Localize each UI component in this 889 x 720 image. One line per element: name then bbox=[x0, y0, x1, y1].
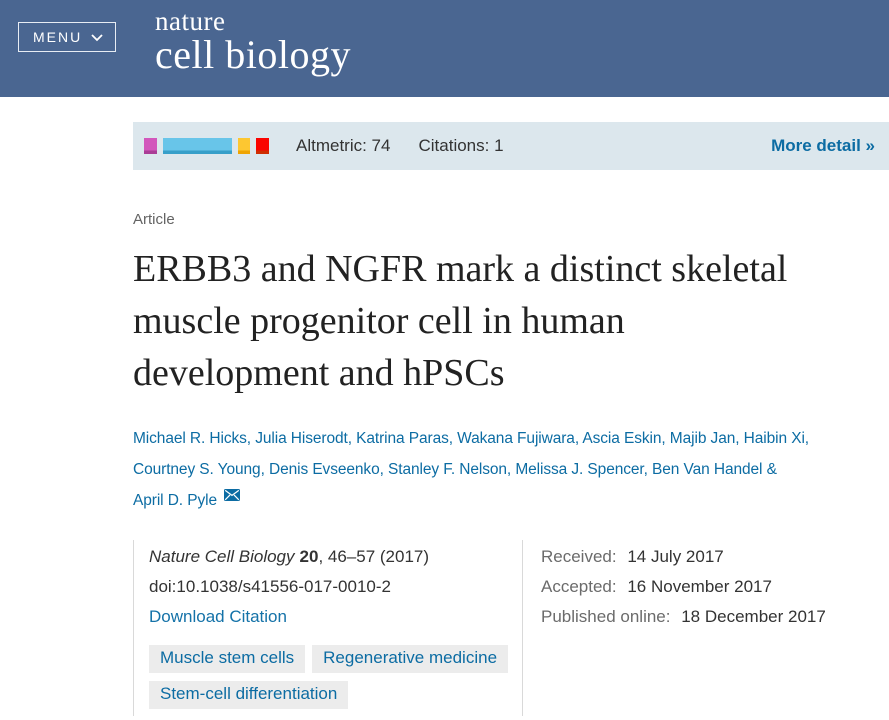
accepted-value: 16 November 2017 bbox=[627, 577, 772, 596]
subject-tag-muscle-stem-cells[interactable]: Muscle stem cells bbox=[149, 645, 306, 673]
corresponding-author[interactable]: April D. Pyle bbox=[133, 492, 217, 509]
article-meta: Nature Cell Biology 20, 46–57 (2017) doi:… bbox=[133, 540, 889, 716]
menu-button-label: MENU bbox=[33, 29, 83, 45]
citations-count: Citations: 1 bbox=[418, 136, 504, 155]
citation-line: Nature Cell Biology 20, 46–57 (2017) bbox=[149, 542, 522, 572]
published-date-row: Published online: 18 December 2017 bbox=[541, 602, 852, 632]
altmetric-segment-magenta bbox=[144, 138, 157, 154]
accepted-date-row: Accepted: 16 November 2017 bbox=[541, 572, 852, 602]
journal-name: Nature Cell Biology bbox=[149, 547, 295, 566]
journal-logo-line2: cell biology bbox=[155, 32, 351, 77]
received-label: Received: bbox=[541, 547, 617, 566]
published-value: 18 December 2017 bbox=[681, 607, 826, 626]
menu-button[interactable]: MENU bbox=[18, 22, 117, 52]
site-header: MENU nature cell biology bbox=[0, 0, 889, 97]
journal-logo-line1: nature bbox=[155, 6, 226, 36]
author-list-line-3[interactable]: April D. Pyle bbox=[133, 485, 889, 516]
published-label: Published online: bbox=[541, 607, 671, 626]
envelope-icon[interactable] bbox=[224, 481, 241, 512]
altmetric-score-bar[interactable] bbox=[144, 138, 269, 154]
altmetric-segment-blue bbox=[163, 138, 232, 154]
download-citation-link[interactable]: Download Citation bbox=[149, 607, 287, 626]
article-title-line-1: ERBB3 and NGFR mark a distinct skeletal bbox=[133, 248, 788, 290]
received-value: 14 July 2017 bbox=[627, 547, 724, 566]
journal-logo[interactable]: nature cell biology bbox=[155, 7, 351, 75]
article-title-line-2: muscle progenitor cell in human bbox=[133, 300, 625, 342]
subject-tag-regenerative-medicine[interactable]: Regenerative medicine bbox=[312, 645, 509, 673]
subject-tags: Muscle stem cells Regenerative medicine … bbox=[149, 645, 509, 709]
author-list-line-1[interactable]: Michael R. Hicks, Julia Hiserodt, Katrin… bbox=[133, 430, 809, 447]
doi-text: doi:10.1038/s41556-017-0010-2 bbox=[149, 577, 391, 596]
accepted-label: Accepted: bbox=[541, 577, 617, 596]
altmetric-segment-red bbox=[256, 138, 269, 154]
more-detail-link[interactable]: More detail » bbox=[771, 136, 875, 155]
author-list: Michael R. Hicks, Julia Hiserodt, Katrin… bbox=[133, 423, 889, 516]
received-date-row: Received: 14 July 2017 bbox=[541, 542, 852, 572]
author-list-line-2[interactable]: Courtney S. Young, Denis Evseenko, Stanl… bbox=[133, 461, 777, 478]
article-type-label: Article bbox=[133, 211, 175, 228]
altmetric-strip: Altmetric: 74 Citations: 1 More detail » bbox=[133, 122, 889, 170]
article-title-line-3: development and hPSCs bbox=[133, 352, 505, 394]
article-title: ERBB3 and NGFR mark a distinct skeletal … bbox=[133, 243, 883, 399]
altmetric-segment-yellow bbox=[238, 138, 250, 154]
chevron-down-icon bbox=[91, 33, 103, 41]
history-column: Received: 14 July 2017 Accepted: 16 Nove… bbox=[522, 540, 852, 716]
pages-year: , 46–57 (2017) bbox=[318, 547, 430, 566]
volume-number: 20 bbox=[299, 547, 319, 566]
altmetric-count: Altmetric: 74 bbox=[296, 136, 391, 155]
citation-column: Nature Cell Biology 20, 46–57 (2017) doi:… bbox=[133, 540, 522, 716]
subject-tag-stem-cell-differentiation[interactable]: Stem-cell differentiation bbox=[149, 681, 349, 709]
